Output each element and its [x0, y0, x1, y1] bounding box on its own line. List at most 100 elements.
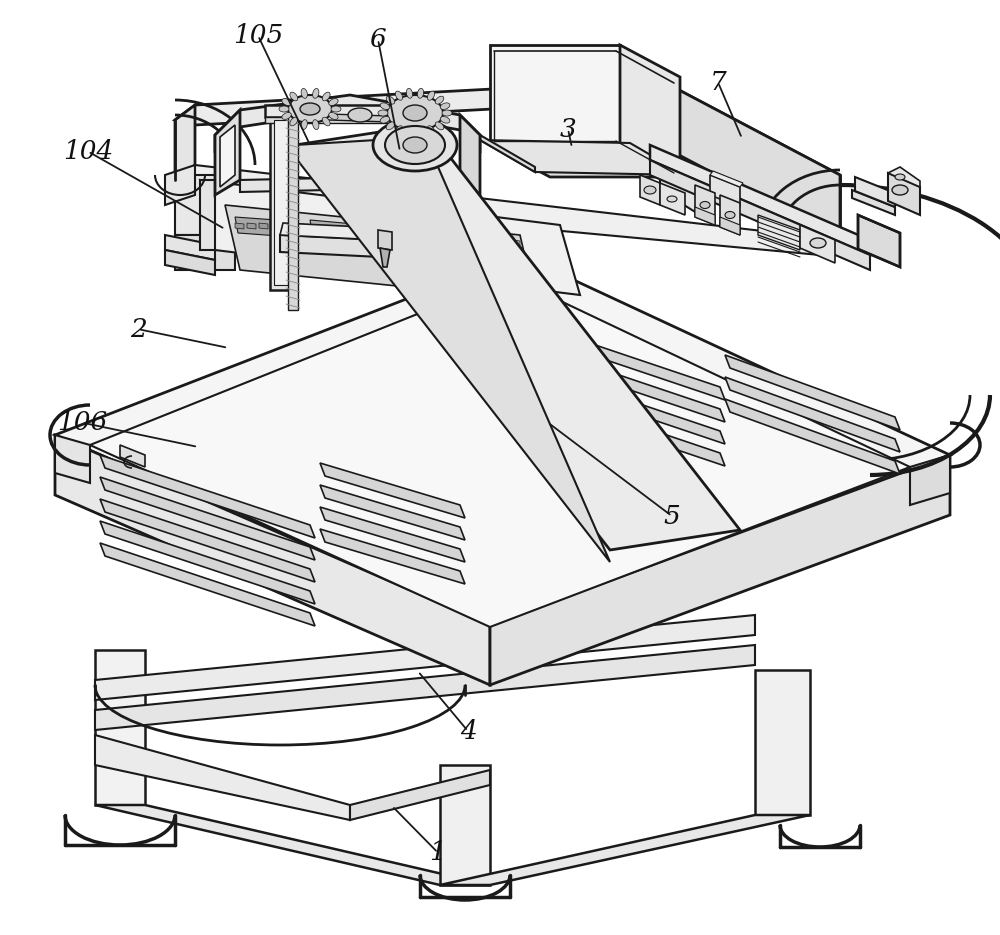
Polygon shape: [280, 235, 380, 257]
Ellipse shape: [810, 238, 826, 248]
Polygon shape: [640, 175, 660, 205]
Polygon shape: [460, 115, 480, 195]
Polygon shape: [95, 645, 755, 730]
Ellipse shape: [348, 108, 372, 122]
Polygon shape: [858, 215, 900, 267]
Ellipse shape: [892, 185, 908, 195]
Ellipse shape: [288, 95, 332, 123]
Polygon shape: [283, 223, 292, 229]
Polygon shape: [350, 770, 490, 820]
Ellipse shape: [282, 98, 291, 106]
Ellipse shape: [434, 253, 438, 257]
Polygon shape: [852, 190, 895, 215]
Ellipse shape: [458, 246, 462, 250]
Ellipse shape: [442, 110, 452, 116]
Ellipse shape: [450, 239, 454, 243]
Ellipse shape: [442, 246, 446, 250]
Polygon shape: [295, 125, 740, 550]
Polygon shape: [165, 250, 215, 275]
Polygon shape: [710, 175, 740, 207]
Ellipse shape: [895, 174, 905, 180]
Text: 3: 3: [560, 117, 576, 141]
Polygon shape: [888, 173, 920, 215]
Polygon shape: [725, 355, 900, 430]
Ellipse shape: [434, 225, 438, 229]
Polygon shape: [100, 521, 315, 604]
Ellipse shape: [434, 246, 438, 250]
Ellipse shape: [442, 232, 446, 236]
Polygon shape: [95, 735, 350, 820]
Ellipse shape: [644, 186, 656, 194]
Polygon shape: [660, 145, 700, 215]
Polygon shape: [235, 223, 244, 229]
Ellipse shape: [301, 89, 307, 98]
Ellipse shape: [290, 93, 298, 101]
Polygon shape: [660, 80, 840, 240]
Ellipse shape: [466, 253, 471, 257]
Polygon shape: [695, 185, 715, 225]
Polygon shape: [100, 455, 315, 538]
Polygon shape: [490, 145, 680, 177]
Ellipse shape: [450, 225, 454, 229]
Polygon shape: [271, 223, 280, 229]
Polygon shape: [270, 115, 292, 290]
Ellipse shape: [380, 103, 390, 109]
Polygon shape: [295, 137, 610, 562]
Polygon shape: [215, 110, 240, 195]
Ellipse shape: [367, 195, 403, 215]
Polygon shape: [506, 240, 512, 247]
Polygon shape: [200, 180, 580, 295]
Ellipse shape: [458, 239, 462, 243]
Text: 104: 104: [63, 139, 113, 164]
Ellipse shape: [466, 232, 471, 236]
Text: 5: 5: [664, 504, 680, 528]
Polygon shape: [215, 95, 480, 150]
Polygon shape: [100, 543, 315, 626]
Ellipse shape: [427, 125, 435, 135]
Polygon shape: [220, 125, 235, 187]
Ellipse shape: [406, 88, 413, 98]
Ellipse shape: [331, 106, 341, 112]
Ellipse shape: [667, 196, 677, 202]
Polygon shape: [175, 175, 235, 235]
Ellipse shape: [450, 232, 454, 236]
Polygon shape: [320, 485, 465, 540]
Ellipse shape: [365, 133, 405, 157]
Ellipse shape: [450, 246, 454, 250]
Text: 1: 1: [430, 841, 446, 865]
Ellipse shape: [442, 239, 446, 243]
Ellipse shape: [700, 202, 710, 209]
Ellipse shape: [403, 137, 427, 153]
Ellipse shape: [434, 239, 438, 243]
Ellipse shape: [329, 98, 338, 106]
Polygon shape: [95, 805, 490, 885]
Polygon shape: [320, 529, 465, 584]
Polygon shape: [415, 115, 430, 265]
Polygon shape: [498, 240, 504, 247]
Polygon shape: [120, 445, 145, 467]
Polygon shape: [530, 345, 725, 422]
Polygon shape: [165, 165, 195, 205]
Polygon shape: [100, 477, 315, 560]
Polygon shape: [800, 225, 835, 263]
Ellipse shape: [435, 122, 444, 130]
Polygon shape: [888, 167, 920, 187]
Ellipse shape: [313, 120, 319, 130]
Ellipse shape: [434, 232, 438, 236]
Ellipse shape: [417, 128, 424, 137]
Ellipse shape: [426, 246, 430, 250]
Polygon shape: [370, 205, 400, 235]
Ellipse shape: [373, 119, 457, 171]
Polygon shape: [380, 248, 390, 267]
Polygon shape: [365, 137, 405, 215]
Ellipse shape: [426, 253, 430, 257]
Polygon shape: [490, 455, 950, 685]
Polygon shape: [460, 235, 512, 263]
Ellipse shape: [380, 117, 390, 123]
Polygon shape: [265, 117, 435, 123]
Polygon shape: [235, 217, 293, 237]
Ellipse shape: [387, 95, 443, 131]
Ellipse shape: [426, 232, 430, 236]
Text: 7: 7: [710, 70, 726, 94]
Polygon shape: [758, 215, 800, 250]
